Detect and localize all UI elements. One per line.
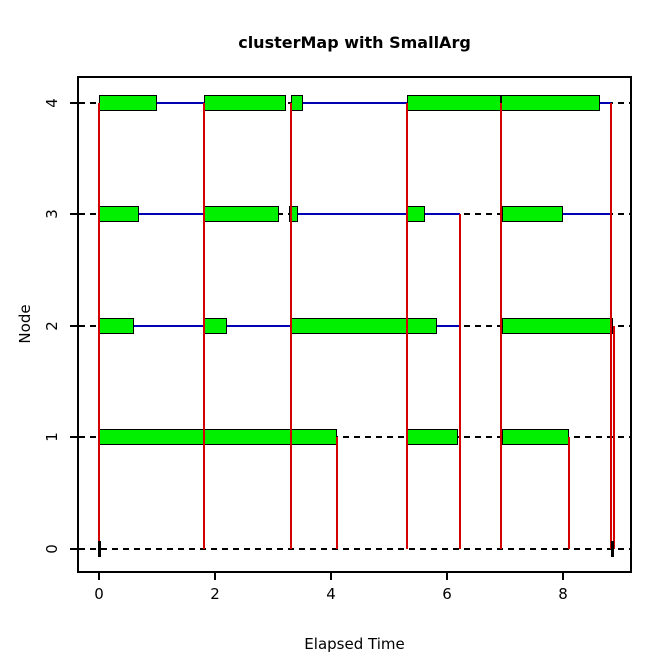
comm-line (335, 437, 338, 549)
task-bar (500, 94, 601, 111)
x-axis-tick (329, 573, 332, 580)
task-bar (289, 206, 298, 223)
task-bar (502, 317, 613, 334)
comm-line (97, 102, 100, 549)
plot-area (77, 76, 632, 573)
node-active-segment (156, 101, 204, 104)
x-axis-tick (213, 573, 216, 580)
x-tick-label: 2 (210, 585, 220, 603)
x-tick-label: 8 (558, 585, 568, 603)
node-active-segment (437, 324, 460, 327)
x-tick-label: 6 (442, 585, 452, 603)
x-tick-label: 0 (94, 585, 104, 603)
comm-line (202, 102, 205, 549)
task-bar (406, 206, 425, 223)
node-active-segment (133, 324, 204, 327)
comm-line (613, 325, 616, 549)
comm-line (458, 214, 461, 549)
master-event-mark (611, 541, 615, 557)
y-axis-tick (70, 324, 77, 327)
node-idle-line (79, 548, 630, 550)
node-active-segment (424, 213, 460, 216)
task-bar (203, 206, 279, 223)
comm-line (567, 437, 570, 549)
node-idle-line (79, 436, 630, 439)
node-active-segment (297, 213, 407, 216)
task-bar (203, 317, 228, 334)
x-axis-tick (445, 573, 448, 580)
task-bar (502, 206, 563, 223)
comm-line (610, 102, 613, 549)
chart-title: clusterMap with SmallArg (238, 33, 471, 52)
x-axis-tick (97, 573, 100, 580)
comm-line (499, 102, 502, 549)
y-tick-label: 1 (43, 432, 61, 443)
x-tick-label: 4 (326, 585, 336, 603)
task-bar (290, 317, 438, 334)
task-bar (406, 94, 501, 111)
comm-line (289, 102, 292, 549)
node-active-segment (562, 213, 612, 216)
task-bar (98, 94, 157, 111)
y-axis-tick (70, 436, 77, 439)
task-bar (203, 94, 286, 111)
node-active-segment (139, 213, 204, 216)
node-active-segment (227, 324, 291, 327)
node-active-segment (303, 101, 407, 104)
y-tick-label: 2 (43, 321, 61, 331)
task-bar (502, 429, 569, 446)
y-axis-label: Node (16, 304, 34, 344)
y-axis-tick (70, 548, 77, 550)
node-active-segment (600, 101, 612, 104)
comm-line (405, 102, 408, 549)
x-axis-label: Elapsed Time (304, 635, 405, 653)
y-tick-label: 3 (43, 209, 61, 220)
task-bar (98, 317, 134, 334)
master-event-mark (97, 541, 101, 557)
y-axis-tick (70, 101, 77, 104)
x-axis-tick (561, 573, 564, 580)
y-tick-label: 4 (43, 98, 61, 108)
task-bar (98, 206, 139, 223)
y-axis-tick (70, 213, 77, 216)
task-bar (98, 429, 337, 446)
task-bar (290, 94, 304, 111)
task-bar (406, 429, 458, 446)
y-tick-label: 0 (43, 544, 61, 554)
